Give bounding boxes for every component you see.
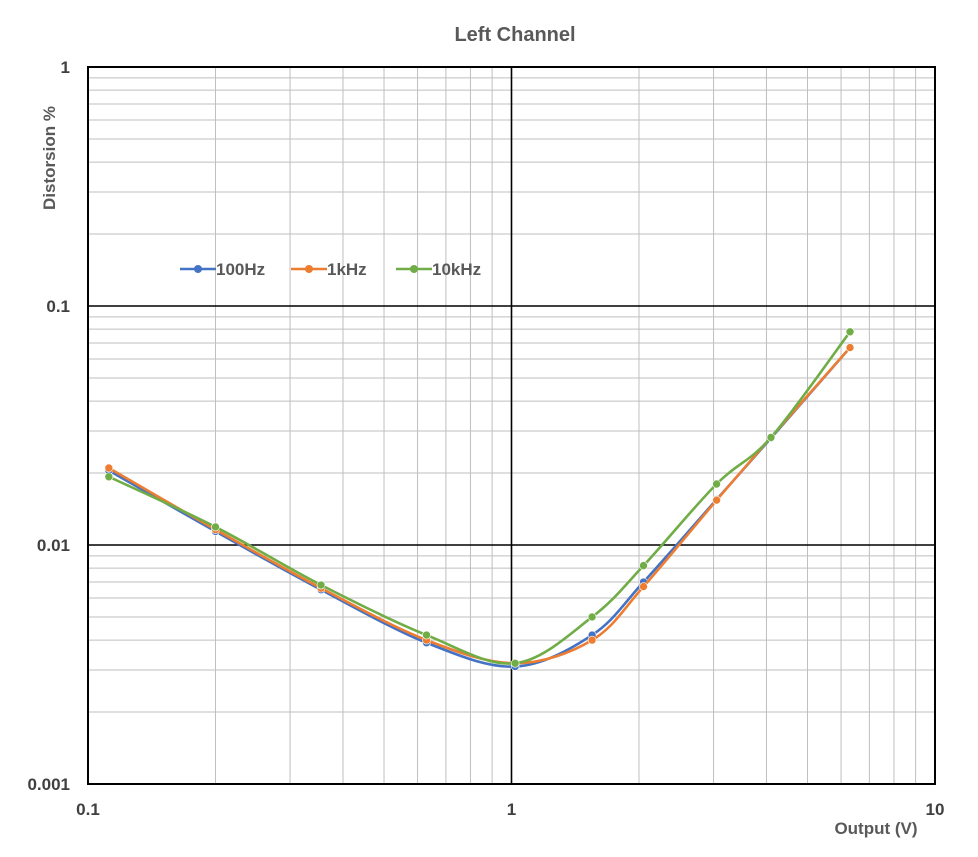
data-point [712, 479, 721, 489]
data-point [639, 561, 648, 570]
y-tick-label: 0.01 [37, 536, 70, 555]
legend-label: 100Hz [216, 260, 265, 279]
legend-swatch-marker [410, 265, 418, 273]
series-layer [104, 327, 855, 671]
series-line [107, 346, 852, 668]
series-line [107, 346, 852, 665]
x-axis-title: Output (V) [834, 819, 917, 838]
data-point [587, 635, 597, 645]
chart-title: Left Channel [454, 24, 575, 46]
data-point [422, 630, 431, 640]
y-axis-title: Distorsion % [40, 106, 59, 210]
x-tick-label: 0.1 [76, 800, 100, 819]
legend-swatch-marker [194, 265, 202, 273]
legend-item: 10kHz [396, 260, 481, 279]
data-point [104, 472, 114, 482]
series-10kHz [104, 327, 855, 668]
series-line [107, 330, 852, 665]
legend-swatch-marker [305, 265, 313, 273]
data-point [211, 522, 220, 532]
series-1kHz [104, 343, 855, 668]
x-tick-label: 1 [507, 800, 516, 819]
data-point [510, 658, 520, 668]
legend-label: 1kHz [327, 260, 367, 279]
data-point [639, 582, 648, 591]
data-point [845, 327, 855, 337]
data-point [845, 343, 855, 352]
tick-labels: 0.1 1 10 0.001 0.01 0.1 1 [27, 58, 944, 819]
data-point [712, 495, 721, 505]
y-tick-label: 0.001 [27, 775, 70, 794]
y-tick-label: 1 [61, 58, 70, 77]
data-point [766, 433, 776, 442]
data-point [316, 580, 326, 590]
legend: 100Hz 1kHz 10kHz [180, 260, 481, 279]
legend-label: 10kHz [432, 260, 481, 279]
data-point [104, 463, 114, 473]
series-100Hz [104, 343, 855, 671]
x-tick-label: 10 [926, 800, 945, 819]
plot-frame [87, 66, 936, 785]
legend-item: 1kHz [291, 260, 367, 279]
y-tick-label: 0.1 [46, 297, 70, 316]
data-point [587, 612, 597, 622]
legend-item: 100Hz [180, 260, 265, 279]
